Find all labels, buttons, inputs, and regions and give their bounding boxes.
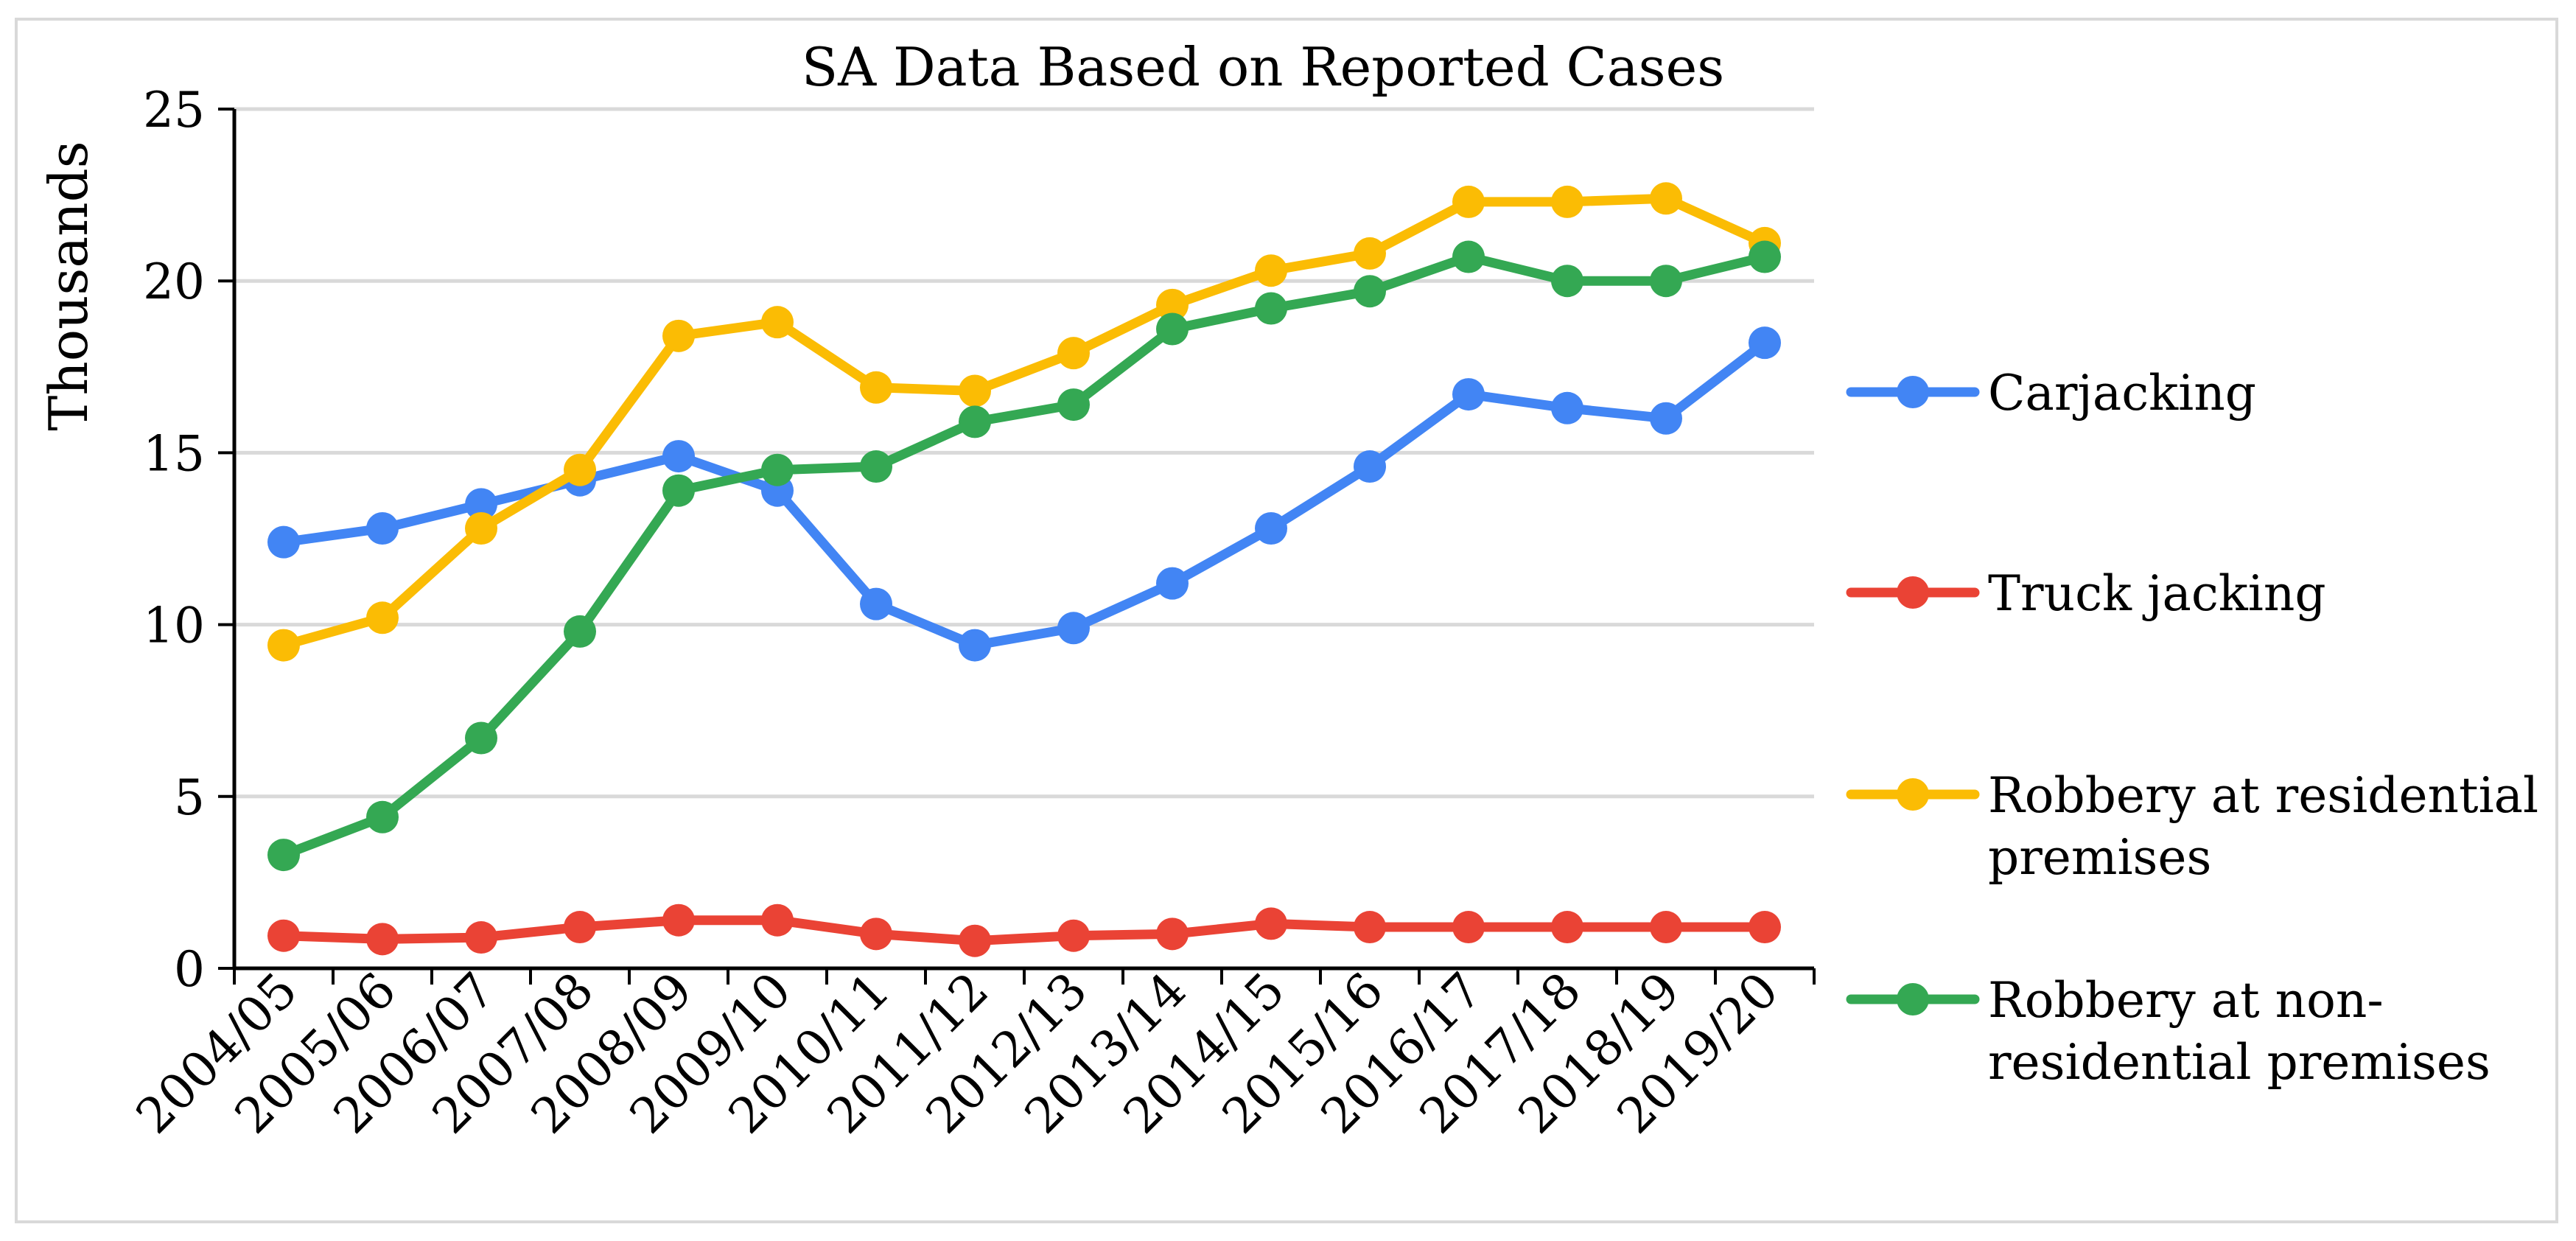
data-point-0-9 (1156, 567, 1189, 600)
series-2 (267, 182, 1781, 662)
data-point-2-7 (959, 374, 991, 408)
series-3 (267, 240, 1781, 872)
series-group (267, 182, 1781, 957)
legend: Carjacking Truck jacking Robbery at reside… (1846, 365, 2538, 1091)
data-point-2-4 (662, 319, 695, 352)
data-point-2-0 (267, 629, 300, 662)
legend-swatch-marker-2 (1897, 778, 1929, 811)
data-point-2-11 (1354, 237, 1386, 270)
data-point-1-14 (1650, 911, 1682, 944)
axes (218, 108, 1816, 985)
data-point-0-7 (959, 629, 991, 662)
legend-label-3-0: Robbery at non- (1988, 972, 2384, 1029)
data-point-0-13 (1551, 391, 1583, 424)
data-point-0-6 (860, 587, 892, 620)
title-backdrop (811, 43, 1717, 113)
legend-label-0-0: Carjacking (1988, 365, 2256, 422)
data-point-1-15 (1749, 911, 1781, 944)
legend-swatch-marker-3 (1897, 983, 1929, 1015)
y-tick-label-0: 0 (174, 941, 205, 998)
data-point-1-8 (1057, 919, 1090, 952)
y-tick-label-15: 15 (143, 425, 205, 482)
data-point-3-6 (860, 450, 892, 483)
data-point-0-11 (1354, 450, 1386, 483)
data-point-2-3 (564, 453, 596, 486)
data-point-1-4 (662, 903, 695, 937)
data-point-2-5 (761, 306, 794, 339)
data-point-3-7 (959, 405, 991, 438)
data-point-2-9 (1156, 288, 1189, 321)
data-point-3-11 (1354, 275, 1386, 308)
data-point-3-4 (662, 474, 695, 507)
data-point-1-11 (1354, 911, 1386, 944)
data-point-2-6 (860, 371, 892, 404)
data-point-1-13 (1551, 911, 1583, 944)
data-point-3-0 (267, 839, 300, 872)
y-tick-label-20: 20 (143, 254, 205, 310)
chart-frame (15, 18, 2558, 1223)
data-point-3-12 (1452, 240, 1485, 273)
x-tick-labels: 2004/052005/062006/072007/082008/092009/… (125, 962, 1789, 1144)
legend-swatch-marker-1 (1897, 576, 1929, 609)
data-point-0-2 (465, 488, 497, 521)
data-point-1-3 (564, 911, 596, 944)
data-point-3-14 (1650, 265, 1682, 298)
y-tick-label-25: 25 (143, 82, 205, 139)
data-point-1-6 (860, 917, 892, 951)
data-point-2-2 (465, 512, 497, 545)
data-point-0-8 (1057, 612, 1090, 645)
data-point-0-15 (1749, 326, 1781, 360)
legend-entry-1: Truck jacking (1846, 565, 2326, 622)
data-point-3-1 (366, 800, 399, 833)
legend-swatch-marker-0 (1897, 376, 1929, 408)
series-line-0 (279, 338, 1770, 651)
data-point-2-13 (1551, 185, 1583, 218)
data-point-0-14 (1650, 402, 1682, 435)
data-point-2-10 (1255, 254, 1287, 287)
data-point-0-12 (1452, 378, 1485, 411)
data-point-1-12 (1452, 911, 1485, 944)
data-point-1-0 (267, 919, 300, 952)
data-point-1-7 (959, 924, 991, 957)
series-line-2 (279, 193, 1770, 651)
data-point-2-1 (366, 601, 399, 635)
data-point-0-4 (662, 440, 695, 473)
data-point-1-1 (366, 923, 399, 956)
data-point-3-10 (1255, 292, 1287, 325)
legend-entry-3: Robbery at non-residential premises (1846, 972, 2491, 1091)
series-1 (267, 903, 1781, 957)
y-tick-label-5: 5 (174, 769, 205, 826)
data-point-3-8 (1057, 388, 1090, 422)
series-line-1 (279, 915, 1770, 946)
data-point-0-0 (267, 525, 300, 559)
data-point-1-5 (761, 903, 794, 937)
data-point-3-5 (761, 453, 794, 486)
data-point-0-10 (1255, 512, 1287, 545)
data-point-2-8 (1057, 337, 1090, 370)
legend-label-1-0: Truck jacking (1988, 565, 2326, 622)
legend-label-2-0: Robbery at residential (1988, 767, 2538, 824)
data-point-2-12 (1452, 185, 1485, 218)
series-line-3 (279, 252, 1770, 860)
legend-entry-0: Carjacking (1846, 365, 2256, 422)
data-point-3-3 (564, 615, 596, 648)
data-point-3-13 (1551, 265, 1583, 298)
chart-title: SA Data Based on Reported Cases (802, 36, 1724, 98)
data-point-3-15 (1749, 240, 1781, 273)
legend-label-3-1: residential premises (1988, 1034, 2491, 1091)
data-point-3-2 (465, 721, 497, 755)
legend-label-2-1: premises (1988, 829, 2211, 886)
data-point-0-1 (366, 512, 399, 545)
y-axis-label: Thousands (38, 141, 99, 430)
data-point-2-14 (1650, 182, 1682, 215)
data-point-1-2 (465, 921, 497, 954)
data-point-3-9 (1156, 312, 1189, 346)
data-point-1-9 (1156, 917, 1189, 951)
y-tick-labels: 0 5 10 15 20 25 (143, 82, 205, 998)
data-point-1-10 (1255, 907, 1287, 940)
y-tick-label-10: 10 (143, 598, 205, 654)
